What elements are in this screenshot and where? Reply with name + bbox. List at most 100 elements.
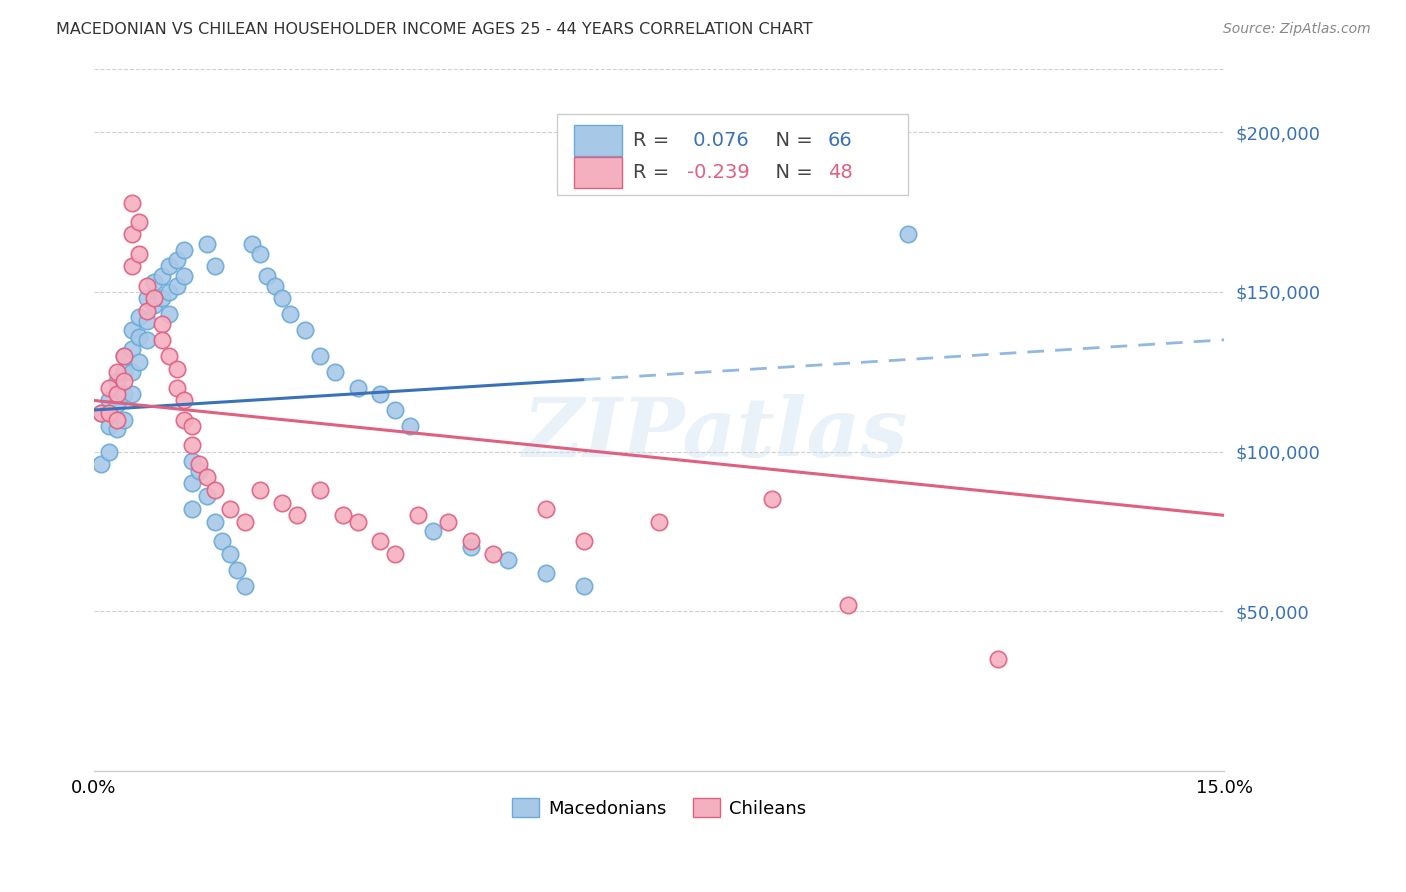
Point	[761, 151, 783, 165]
Point	[150, 333, 173, 347]
Point	[460, 533, 482, 548]
Point	[135, 278, 157, 293]
Point	[837, 598, 859, 612]
Point	[346, 515, 368, 529]
Point	[256, 268, 278, 283]
Point	[135, 313, 157, 327]
Point	[195, 237, 218, 252]
Point	[332, 508, 354, 523]
Point	[128, 355, 150, 369]
Point	[233, 515, 256, 529]
FancyBboxPatch shape	[575, 125, 621, 155]
Point	[150, 268, 173, 283]
Point	[204, 260, 226, 274]
Point	[128, 329, 150, 343]
Point	[572, 578, 595, 592]
Point	[128, 310, 150, 325]
Point	[121, 387, 143, 401]
Point	[180, 454, 202, 468]
Point	[173, 412, 195, 426]
Point	[498, 553, 520, 567]
Point	[121, 195, 143, 210]
Point	[90, 406, 112, 420]
FancyBboxPatch shape	[575, 157, 621, 188]
Text: -0.239: -0.239	[688, 163, 751, 182]
Point	[204, 483, 226, 497]
Point	[98, 381, 121, 395]
Point	[648, 173, 671, 187]
Point	[90, 406, 112, 420]
Point	[309, 483, 332, 497]
Point	[287, 508, 309, 523]
Point	[121, 343, 143, 357]
Point	[278, 307, 301, 321]
Point	[180, 476, 202, 491]
Legend: Macedonians, Chileans: Macedonians, Chileans	[505, 791, 814, 825]
Point	[112, 387, 135, 401]
Point	[166, 361, 188, 376]
Point	[128, 215, 150, 229]
Point	[271, 291, 294, 305]
Point	[460, 541, 482, 555]
Point	[309, 349, 332, 363]
Point	[188, 458, 211, 472]
Text: R =: R =	[633, 163, 676, 182]
Point	[157, 349, 180, 363]
Point	[105, 422, 128, 436]
Point	[121, 365, 143, 379]
Point	[384, 403, 406, 417]
Point	[240, 237, 263, 252]
Point	[180, 419, 202, 434]
Point	[180, 502, 202, 516]
Point	[112, 374, 135, 388]
Point	[128, 246, 150, 260]
Point	[249, 246, 271, 260]
Point	[263, 278, 285, 293]
Point	[135, 333, 157, 347]
Point	[218, 547, 240, 561]
Point	[204, 515, 226, 529]
Point	[233, 578, 256, 592]
Point	[150, 317, 173, 331]
Point	[195, 489, 218, 503]
Point	[370, 533, 392, 548]
Point	[384, 547, 406, 561]
Point	[323, 365, 346, 379]
Text: 66: 66	[828, 130, 852, 150]
Point	[180, 438, 202, 452]
Point	[112, 365, 135, 379]
Point	[249, 483, 271, 497]
Point	[121, 260, 143, 274]
Point	[112, 349, 135, 363]
Point	[105, 387, 128, 401]
FancyBboxPatch shape	[557, 114, 908, 195]
Point	[294, 323, 316, 337]
Point	[572, 533, 595, 548]
Point	[157, 285, 180, 299]
Point	[112, 349, 135, 363]
Text: 48: 48	[828, 163, 852, 182]
Point	[112, 412, 135, 426]
Point	[226, 563, 249, 577]
Point	[98, 444, 121, 458]
Text: ZIPatlas: ZIPatlas	[523, 393, 908, 474]
Point	[143, 276, 166, 290]
Point	[399, 419, 422, 434]
Point	[157, 307, 180, 321]
Text: MACEDONIAN VS CHILEAN HOUSEHOLDER INCOME AGES 25 - 44 YEARS CORRELATION CHART: MACEDONIAN VS CHILEAN HOUSEHOLDER INCOME…	[56, 22, 813, 37]
Point	[90, 458, 112, 472]
Text: R =: R =	[633, 130, 676, 150]
Point	[534, 566, 557, 580]
Point	[406, 508, 429, 523]
Point	[157, 260, 180, 274]
Point	[98, 419, 121, 434]
Point	[98, 406, 121, 420]
Point	[761, 492, 783, 507]
Text: 0.076: 0.076	[688, 130, 749, 150]
Point	[105, 397, 128, 411]
Point	[195, 470, 218, 484]
Point	[121, 323, 143, 337]
Point	[437, 515, 460, 529]
Point	[105, 374, 128, 388]
Point	[211, 533, 233, 548]
